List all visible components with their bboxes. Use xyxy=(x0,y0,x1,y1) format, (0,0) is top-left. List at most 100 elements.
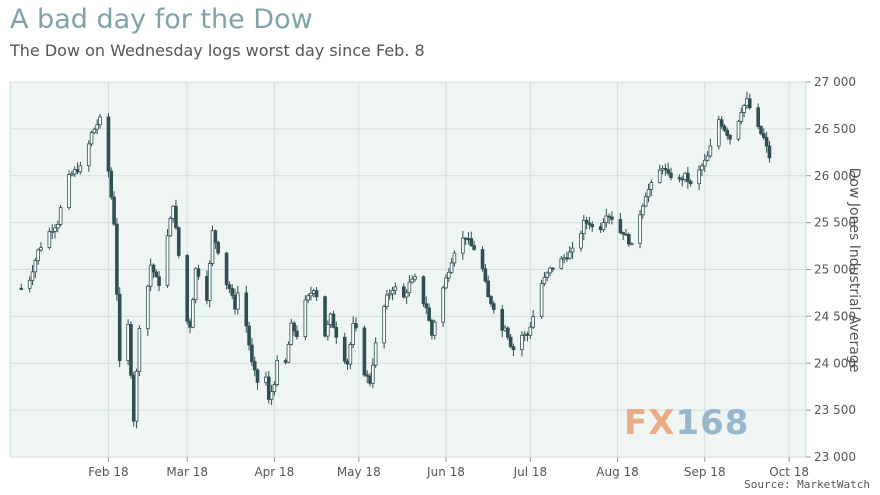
candle-body xyxy=(27,279,32,289)
y-tick-label: 27 000 xyxy=(814,75,856,89)
candle-body xyxy=(193,268,198,301)
candle-body xyxy=(610,216,614,220)
candle-body xyxy=(334,326,339,338)
candle-body xyxy=(449,262,454,273)
candle-body xyxy=(272,384,277,393)
candle-body xyxy=(407,281,412,294)
candle-body xyxy=(666,169,670,174)
candle-body xyxy=(747,98,752,109)
candle-body xyxy=(764,137,769,147)
y-axis-label: Dow Jones Industrial Average xyxy=(846,168,862,373)
candle-body xyxy=(736,120,741,140)
candle-body xyxy=(72,169,77,175)
candle-body xyxy=(311,290,316,294)
candle-body xyxy=(264,376,268,383)
candle-body xyxy=(646,189,651,198)
candle-body xyxy=(660,168,665,171)
candle-body xyxy=(244,292,249,327)
candle-body xyxy=(314,290,319,298)
candle-body xyxy=(491,303,496,310)
source-note: Source: MarketWatch xyxy=(744,478,870,491)
candle-body xyxy=(196,268,201,277)
candle-body xyxy=(306,295,310,301)
candle-body xyxy=(626,234,631,245)
candle-body xyxy=(663,168,668,171)
candle-body xyxy=(717,119,721,147)
candle-body xyxy=(115,223,119,295)
candle-body xyxy=(58,207,63,225)
y-tick-label: 24 500 xyxy=(814,309,856,323)
candle-body xyxy=(520,334,524,351)
candle-body xyxy=(390,289,395,295)
y-tick-label: 26 000 xyxy=(814,169,856,183)
x-tick-label: May 18 xyxy=(337,465,381,479)
candle-body xyxy=(154,271,159,278)
y-tick-label: 25 000 xyxy=(814,263,856,277)
candle-body xyxy=(137,328,142,372)
candle-body xyxy=(565,257,569,260)
candle-body xyxy=(371,364,375,384)
candle-body xyxy=(348,344,353,365)
x-tick-label: Aug 18 xyxy=(596,465,639,479)
candle-body xyxy=(70,173,74,176)
y-tick-label: 24 000 xyxy=(814,356,856,370)
candle-body xyxy=(767,145,772,159)
y-tick-label: 25 500 xyxy=(814,216,856,230)
candle-body xyxy=(131,374,136,422)
candle-body xyxy=(562,257,566,260)
candle-body xyxy=(112,196,116,225)
candle-body xyxy=(216,241,220,254)
candle-body xyxy=(421,276,426,305)
candle-body xyxy=(686,172,690,182)
candle-body xyxy=(30,271,35,281)
candle-body xyxy=(109,170,114,198)
y-tick-label: 26 500 xyxy=(814,122,856,136)
candle-body xyxy=(266,376,271,400)
candle-body xyxy=(688,181,693,185)
candle-body xyxy=(424,303,429,309)
candle-body xyxy=(708,145,713,157)
candle-body xyxy=(742,104,746,113)
candle-body xyxy=(739,112,744,122)
candle-body xyxy=(598,226,603,231)
candle-body xyxy=(117,293,122,362)
candle-body xyxy=(461,237,465,254)
candle-body xyxy=(413,276,417,280)
x-tick-label: Apr 18 xyxy=(254,465,294,479)
chart-subtitle: The Dow on Wednesday logs worst day sinc… xyxy=(10,41,425,60)
candle-body xyxy=(559,258,564,269)
candle-body xyxy=(725,129,730,136)
y-tick-label: 23 500 xyxy=(814,403,856,417)
candle-body xyxy=(466,238,471,241)
x-tick-label: Sep 18 xyxy=(684,465,726,479)
candle-body xyxy=(174,205,178,229)
candle-body xyxy=(236,292,240,310)
candle-body xyxy=(697,169,701,185)
candle-body xyxy=(387,293,392,296)
candle-body xyxy=(207,263,212,301)
candle-body xyxy=(756,107,760,127)
candle-body xyxy=(441,287,445,323)
candle-body xyxy=(567,251,572,259)
candle-body xyxy=(328,313,333,325)
candle-body xyxy=(643,196,648,207)
candle-body xyxy=(393,286,398,291)
candle-body xyxy=(295,330,299,338)
candle-body xyxy=(227,284,232,289)
candle-body xyxy=(86,143,91,167)
candle-body xyxy=(129,323,133,376)
candle-body xyxy=(50,231,54,234)
candle-body xyxy=(292,322,296,332)
candle-body xyxy=(168,218,173,237)
candle-body xyxy=(67,174,71,208)
candle-body xyxy=(410,278,415,283)
candle-body xyxy=(579,233,583,249)
candle-body xyxy=(624,233,628,236)
candle-body xyxy=(719,119,724,127)
candle-body xyxy=(326,323,330,337)
candle-body xyxy=(570,247,575,253)
candle-body xyxy=(368,375,372,384)
candle-body xyxy=(745,98,749,106)
candle-body xyxy=(539,283,544,317)
